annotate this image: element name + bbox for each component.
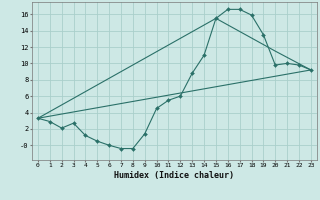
X-axis label: Humidex (Indice chaleur): Humidex (Indice chaleur) [115, 171, 234, 180]
